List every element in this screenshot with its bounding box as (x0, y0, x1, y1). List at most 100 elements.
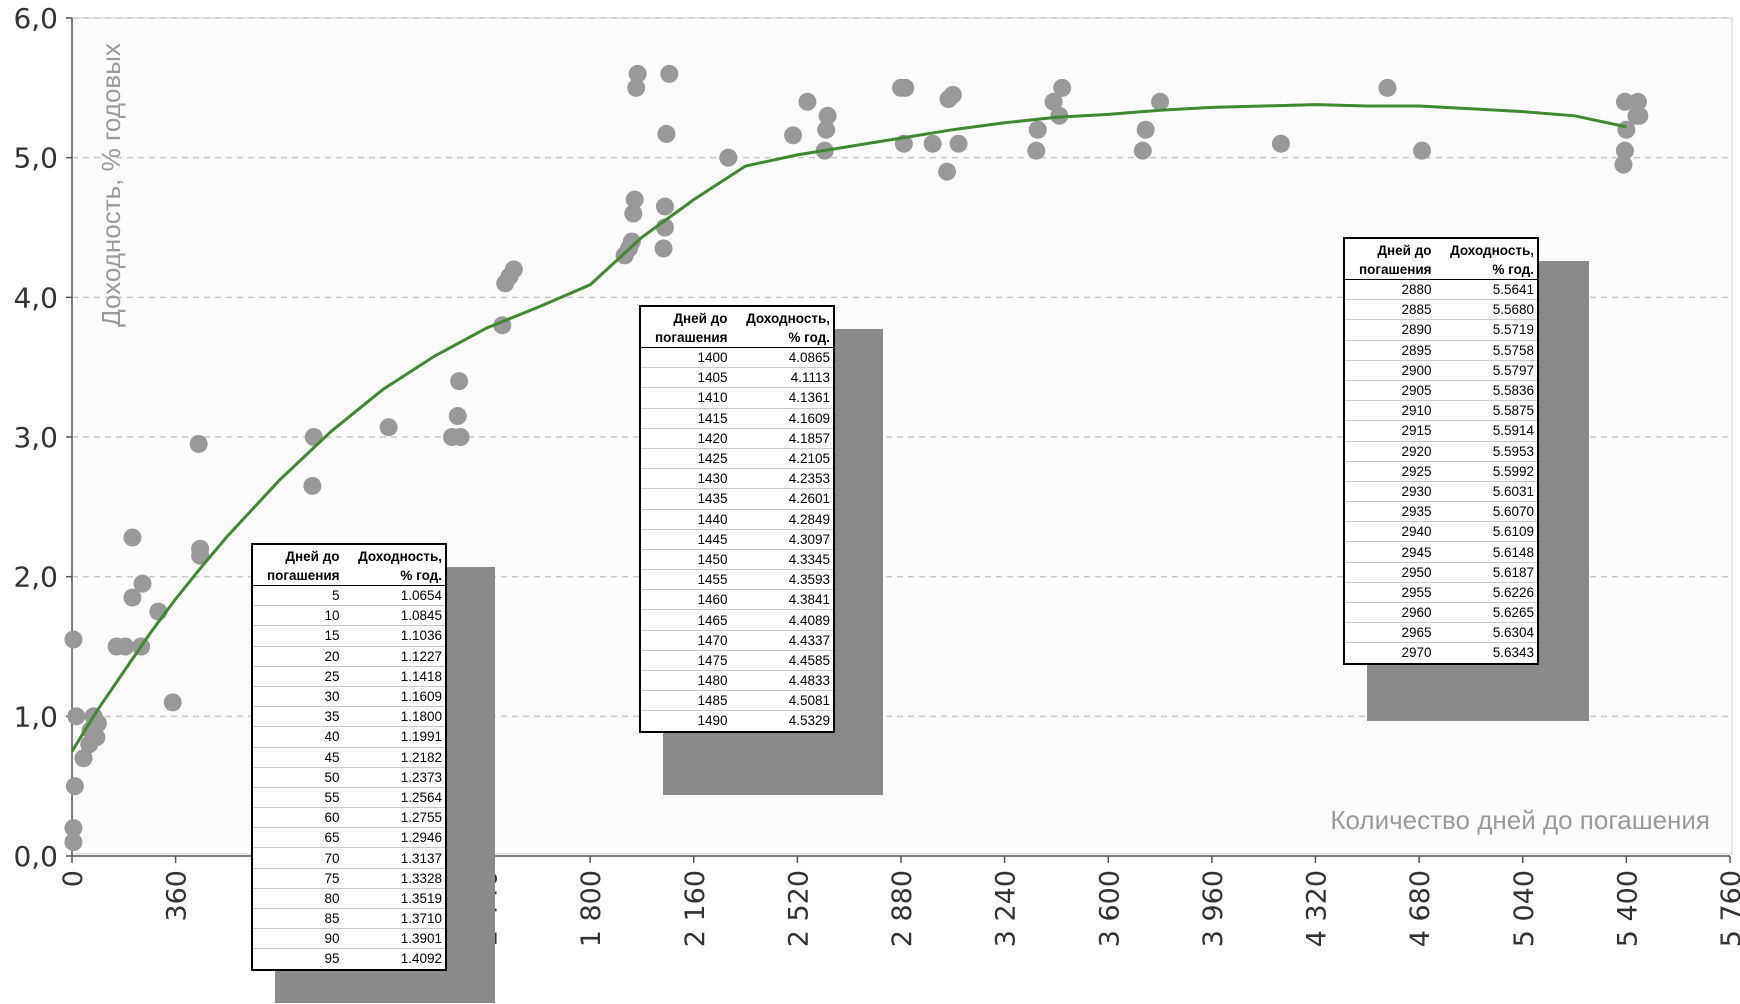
days-cell: 75 (253, 867, 343, 889)
trend-curve (70, 103, 1627, 753)
table-row: 1440 4.2849 (641, 508, 833, 530)
days-cell: 2920 (1345, 440, 1435, 462)
x-tick-label: 3 240 (991, 870, 1022, 947)
yield-cell: 5.5641 (1434, 278, 1537, 300)
yield-cell: 4.3097 (730, 528, 833, 550)
yield-cell: 5.6265 (1434, 601, 1537, 623)
days-cell: 2910 (1345, 400, 1435, 421)
days-cell: 2955 (1345, 581, 1435, 603)
yield-cell: 5.5953 (1434, 440, 1537, 462)
days-cell: 65 (253, 827, 343, 848)
data-point (64, 630, 83, 649)
table-row: 2915 5.5914 (1345, 420, 1537, 441)
data-point (1044, 92, 1063, 111)
table-row: 2965 5.6304 (1345, 622, 1537, 643)
days-cell: 1405 (641, 367, 731, 388)
data-point (379, 418, 398, 437)
yield-cell: 1.2182 (342, 746, 445, 768)
table-row: 1455 4.3593 (641, 569, 833, 590)
trend-line (70, 103, 1627, 753)
days-cell: 1430 (641, 468, 731, 489)
data-point (303, 476, 322, 495)
table-row: 30 1.1609 (253, 685, 445, 707)
y-tick-label: 5,0 (13, 142, 58, 175)
days-cell: 20 (253, 645, 343, 667)
yield-cell: 1.1800 (342, 706, 445, 727)
table-row: 2955 5.6226 (1345, 581, 1537, 603)
table-row: 2890 5.5719 (1345, 319, 1537, 341)
data-point (1378, 78, 1397, 97)
table-header-cell: погашения (1345, 260, 1435, 280)
yield-cell: 4.5329 (730, 710, 833, 731)
yield-cell: 1.3137 (342, 847, 445, 869)
yield-cell: 4.1113 (730, 367, 833, 388)
days-cell: 1445 (641, 528, 731, 550)
data-point (1630, 106, 1649, 125)
x-tick-label: 1 800 (576, 870, 607, 947)
table-row: 80 1.3519 (253, 887, 445, 909)
data-point (627, 78, 646, 97)
yield-cell: 1.0845 (342, 605, 445, 626)
data-point (67, 707, 86, 726)
data-point (1133, 141, 1152, 160)
data-point (657, 124, 676, 143)
days-cell: 10 (253, 605, 343, 626)
table-row: 1435 4.2601 (641, 488, 833, 509)
yield-cell: 5.5719 (1434, 319, 1537, 341)
days-cell: 2905 (1345, 379, 1435, 401)
data-point (923, 134, 942, 153)
yield-cell: 1.3328 (342, 867, 445, 889)
x-tick-label: 4 320 (1302, 870, 1333, 947)
yield-cell: 4.1361 (730, 387, 833, 409)
table-row: 1485 4.5081 (641, 690, 833, 711)
yield-cell: 5.6187 (1434, 561, 1537, 583)
data-point (123, 528, 142, 547)
data-point (1614, 155, 1633, 174)
data-point (450, 372, 469, 391)
table-row: 2970 5.6343 (1345, 642, 1537, 663)
table-header-cell: % год. (1434, 260, 1537, 280)
table-header-cell: % год. (342, 566, 445, 586)
days-cell: 85 (253, 907, 343, 929)
table-row: 1490 4.5329 (641, 710, 833, 731)
data-point (1028, 120, 1047, 139)
table-row: 1420 4.1857 (641, 427, 833, 449)
days-cell: 60 (253, 807, 343, 828)
days-cell: 2895 (1345, 339, 1435, 361)
table-box: Дней до Доходность, погашения% год. 5 1.0654… (251, 543, 447, 971)
days-cell: 2945 (1345, 541, 1435, 563)
yield-cell: 4.3841 (730, 589, 833, 610)
x-tick-label: 5 040 (1509, 870, 1540, 947)
table-row: 1400 4.0865 (641, 346, 833, 368)
table-row: 2920 5.5953 (1345, 440, 1537, 462)
days-cell: 5 (253, 584, 343, 606)
yield-cell: 5.6109 (1434, 521, 1537, 542)
days-cell: 2900 (1345, 359, 1435, 381)
days-cell: 2940 (1345, 521, 1435, 542)
days-cell: 1450 (641, 548, 731, 570)
yield-cell: 5.6031 (1434, 480, 1537, 502)
data-point (818, 106, 837, 125)
days-cell: 1465 (641, 609, 731, 631)
yield-cell: 5.6343 (1434, 642, 1537, 663)
yield-cell: 1.3901 (342, 928, 445, 949)
days-cell: 1460 (641, 589, 731, 610)
days-cell: 2970 (1345, 642, 1435, 663)
yield-cell: 5.5797 (1434, 359, 1537, 381)
table-row: 2960 5.6265 (1345, 601, 1537, 623)
yield-cell: 1.2946 (342, 827, 445, 848)
table-header-row: Дней до Доходность, (253, 545, 445, 566)
table-row: 10 1.0845 (253, 605, 445, 626)
days-cell: 30 (253, 685, 343, 707)
table-header-cell: Дней до (1377, 243, 1432, 258)
data-point (1027, 141, 1046, 160)
yield-cell: 4.4585 (730, 649, 833, 671)
data-point (116, 637, 135, 656)
yield-cell: 4.4337 (730, 629, 833, 651)
table-row: 2940 5.6109 (1345, 521, 1537, 542)
table-header-cell: Дней до (285, 549, 340, 564)
yield-cell: 1.2564 (342, 786, 445, 808)
table-row: 2925 5.5992 (1345, 460, 1537, 482)
table-row: 2950 5.6187 (1345, 561, 1537, 583)
y-tick-label: 0,0 (13, 840, 58, 873)
